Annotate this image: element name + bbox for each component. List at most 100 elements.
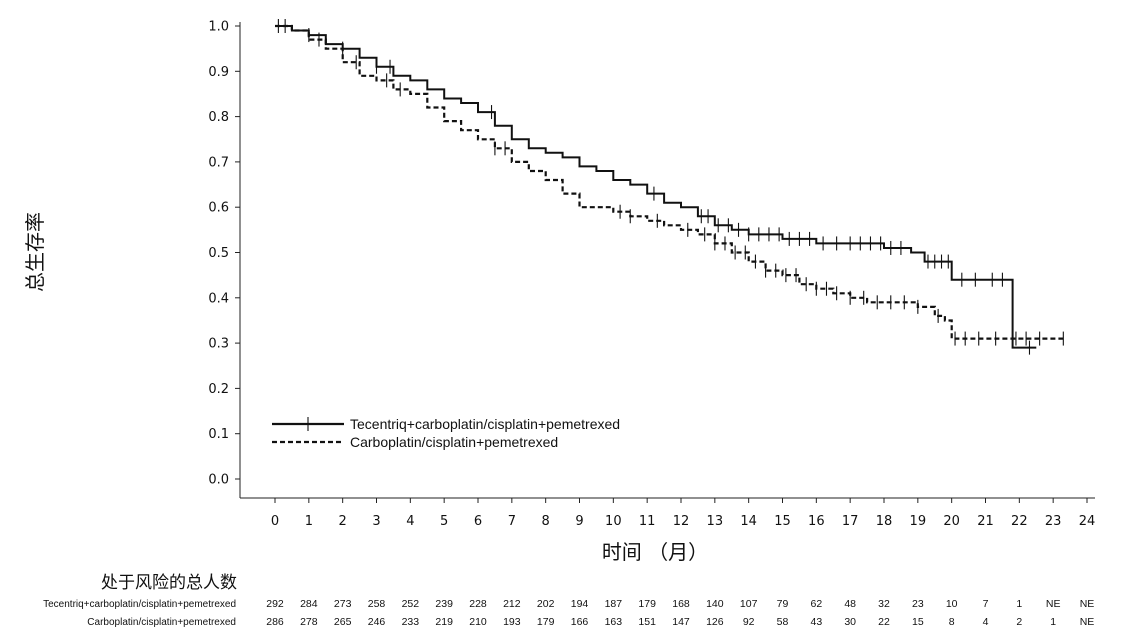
- y-tick-label: 0.3: [208, 337, 229, 352]
- risk-cell: NE: [1046, 598, 1061, 610]
- x-tick-label: 20: [943, 514, 960, 529]
- risk-table: Tecentriq+carboplatin/cisplatin+pemetrex…: [43, 598, 1094, 628]
- x-axis-title: 时间 （月）: [602, 540, 708, 564]
- risk-cell: 179: [638, 598, 656, 610]
- x-tick-label: 23: [1045, 514, 1062, 529]
- risk-cell: 8: [949, 616, 955, 628]
- y-axis-title: 总生存率: [23, 212, 47, 292]
- risk-cell: 187: [605, 598, 623, 610]
- risk-cell: 30: [844, 616, 856, 628]
- legend-label-2: Carboplatin/cisplatin+pemetrexed: [350, 434, 558, 450]
- x-tick-label: 14: [740, 514, 757, 529]
- x-tick-label: 7: [508, 514, 516, 529]
- x-tick-label: 1: [305, 514, 313, 529]
- legend: Tecentriq+carboplatin/cisplatin+pemetrex…: [272, 416, 620, 450]
- risk-cell: 7: [983, 598, 989, 610]
- y-tick-label: 0.8: [208, 110, 229, 125]
- risk-cell: 265: [334, 616, 352, 628]
- y-tick-label: 0.9: [208, 65, 229, 80]
- risk-cell: 202: [537, 598, 555, 610]
- x-tick-label: 24: [1079, 514, 1096, 529]
- risk-cell: 273: [334, 598, 352, 610]
- risk-cell: 284: [300, 598, 318, 610]
- x-tick-label: 4: [406, 514, 414, 529]
- x-tick-label: 9: [575, 514, 583, 529]
- risk-cell: 147: [672, 616, 690, 628]
- risk-cell: 166: [571, 616, 589, 628]
- risk-cell: 23: [912, 598, 924, 610]
- x-tick-label: 8: [542, 514, 550, 529]
- risk-cell: 163: [605, 616, 623, 628]
- risk-cell: 2: [1016, 616, 1022, 628]
- risk-cell: 79: [777, 598, 789, 610]
- x-tick-label: 15: [774, 514, 791, 529]
- risk-row-label: Tecentriq+carboplatin/cisplatin+pemetrex…: [43, 599, 236, 610]
- x-tick-label: 2: [339, 514, 347, 529]
- x-tick-label: 5: [440, 514, 448, 529]
- risk-cell: 194: [571, 598, 589, 610]
- risk-cell: 228: [469, 598, 487, 610]
- risk-cell: 193: [503, 616, 521, 628]
- x-tick-label: 0: [271, 514, 279, 529]
- risk-cell: 292: [266, 598, 284, 610]
- series-line-2: [275, 24, 1064, 340]
- risk-cell: 168: [672, 598, 690, 610]
- risk-cell: NE: [1080, 616, 1095, 628]
- risk-cell: 179: [537, 616, 555, 628]
- x-tick-label: 6: [474, 514, 482, 529]
- risk-row-label: Carboplatin/cisplatin+pemetrexed: [87, 617, 236, 628]
- risk-cell: 126: [706, 616, 724, 628]
- legend-label-1: Tecentriq+carboplatin/cisplatin+pemetrex…: [350, 416, 620, 432]
- series-layer: [275, 19, 1064, 355]
- risk-cell: 286: [266, 616, 284, 628]
- x-tick-label: 21: [977, 514, 994, 529]
- axes: 0.00.10.20.30.40.50.60.70.80.91.00 1 2 3 4 5 6…: [208, 20, 1095, 530]
- risk-cell: 1: [1016, 598, 1022, 610]
- risk-cell: 62: [810, 598, 822, 610]
- x-tick-label: 11: [639, 514, 656, 529]
- risk-cell: 58: [777, 616, 789, 628]
- risk-cell: 22: [878, 616, 890, 628]
- y-tick-label: 0.6: [208, 201, 229, 216]
- y-tick-label: 0.4: [208, 291, 229, 306]
- risk-cell: 1: [1050, 616, 1056, 628]
- risk-cell: 239: [435, 598, 453, 610]
- risk-cell: NE: [1080, 598, 1095, 610]
- risk-cell: 4: [983, 616, 989, 628]
- x-tick-label: 18: [876, 514, 893, 529]
- risk-table-title: 处于风险的总人数: [101, 573, 237, 593]
- risk-cell: 92: [743, 616, 755, 628]
- y-tick-label: 0.1: [208, 427, 229, 442]
- x-tick-label: 22: [1011, 514, 1028, 529]
- x-tick-label: 10: [605, 514, 622, 529]
- risk-cell: 246: [368, 616, 386, 628]
- y-tick-label: 0.7: [208, 155, 229, 170]
- y-tick-label: 0.0: [208, 473, 229, 488]
- y-tick-label: 0.5: [208, 246, 229, 261]
- risk-cell: 258: [368, 598, 386, 610]
- y-tick-label: 1.0: [208, 20, 229, 35]
- risk-cell: 140: [706, 598, 724, 610]
- risk-cell: 32: [878, 598, 890, 610]
- risk-cell: 151: [638, 616, 656, 628]
- risk-cell: 252: [402, 598, 420, 610]
- x-tick-label: 13: [707, 514, 724, 529]
- risk-cell: 233: [402, 616, 420, 628]
- x-tick-label: 16: [808, 514, 825, 529]
- risk-cell: 48: [844, 598, 856, 610]
- risk-cell: 15: [912, 616, 924, 628]
- series-line-1: [275, 25, 1037, 349]
- risk-cell: 212: [503, 598, 521, 610]
- x-tick-label: 19: [910, 514, 927, 529]
- risk-cell: 10: [946, 598, 958, 610]
- risk-cell: 278: [300, 616, 318, 628]
- y-tick-label: 0.2: [208, 382, 229, 397]
- risk-cell: 219: [435, 616, 453, 628]
- x-tick-label: 12: [673, 514, 690, 529]
- risk-cell: 210: [469, 616, 487, 628]
- risk-cell: 43: [810, 616, 822, 628]
- x-tick-label: 17: [842, 514, 859, 529]
- risk-cell: 107: [740, 598, 758, 610]
- x-tick-label: 3: [372, 514, 380, 529]
